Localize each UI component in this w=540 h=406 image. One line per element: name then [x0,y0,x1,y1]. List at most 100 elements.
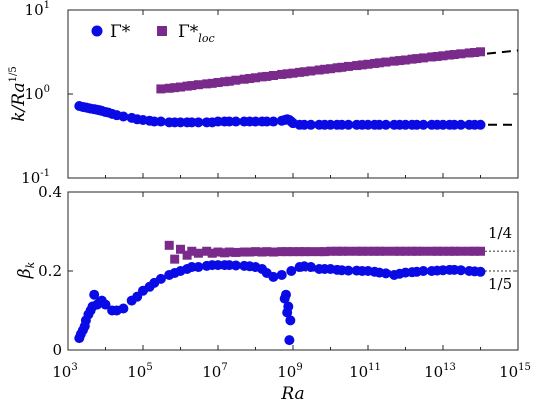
bottom-point-gamma-loc [352,246,362,256]
x-tick-label: 109 [277,362,302,381]
bottom-point-gamma-loc [268,247,278,257]
top-point-gamma-loc [231,75,241,85]
top-point-gamma-loc [381,57,391,67]
bottom-point-gamma-loc [401,246,410,256]
bottom-point-gamma-loc [295,247,305,257]
bottom-point-gamma-loc [288,247,298,257]
bottom-point-gamma-loc [257,247,267,257]
top-axis-ticks: 10-1 100 101 [21,0,519,187]
top-point-gamma-loc [288,68,298,78]
x-tick-label: 1013 [424,362,456,381]
top-point-gamma-loc [295,67,305,77]
bottom-point-gamma-loc [282,247,292,257]
bottom-point-gamma-loc [202,246,212,256]
top-point-gamma-loc [245,73,255,83]
bottom-point-gamma-loc [456,246,466,256]
bottom-point-gamma [286,266,297,276]
top-point-gamma-loc [476,47,485,57]
top-point-gamma-loc [395,56,405,66]
x-axis-label: Ra [280,384,304,404]
legend-label-gamma-loc: Γ*loc [178,22,215,45]
top-point-gamma-loc [352,61,362,71]
legend: Γ* Γ*loc [91,22,215,45]
bottom-point-gamma-loc [207,248,217,258]
top-point-gamma-loc [407,54,417,64]
bottom-point-gamma-loc [343,246,353,256]
legend-marker-gamma [91,25,103,37]
top-point-gamma-loc [164,83,174,93]
top-point-gamma-loc [239,74,249,84]
top-point-gamma-loc [374,58,384,68]
top-point-gamma [305,119,316,130]
top-point-gamma-loc [337,62,347,72]
bottom-point-gamma [455,265,466,276]
x-tick-label: 107 [202,362,227,381]
bottom-point-gamma [284,335,295,346]
bottom-point-gamma [380,268,391,279]
bottom-point-gamma-loc [363,246,373,256]
bottom-point-gamma [100,299,111,310]
top-point-gamma-loc [213,78,223,88]
top-point-gamma-loc [343,61,353,71]
ref-label-quarter: 1/4 [488,224,512,242]
top-point-gamma-loc [202,79,212,89]
bottom-point-gamma-loc [407,246,417,256]
top-y-tick-label: 100 [25,84,50,103]
top-point-gamma-loc [156,84,166,94]
top-point-gamma-loc [257,72,267,82]
top-point-gamma-loc [401,55,410,65]
bottom-point-gamma [276,269,287,280]
top-y-tick-label: 101 [25,0,50,19]
bottom-point-gamma-loc [220,248,230,258]
top-point-gamma-loc [418,53,428,63]
top-point-gamma-loc [187,81,197,91]
top-point-gamma-loc [176,82,185,92]
bottom-point-gamma-loc [464,246,474,256]
top-data-points [74,47,486,130]
top-point-gamma-loc [363,59,373,69]
bottom-point-gamma-loc [239,247,249,257]
top-point-gamma [193,117,204,128]
bottom-point-gamma-loc [251,247,260,257]
bottom-axis-ticks: 103 105 107 109 1011 1013 1015 0 0.2 0.4 [38,183,531,381]
bottom-point-gamma-loc [412,246,422,256]
top-point-gamma-loc [332,63,342,73]
bottom-point-gamma-loc [245,247,255,257]
bottom-y-tick-label: 0.4 [38,183,62,201]
top-point-gamma-loc [282,69,292,79]
top-point-gamma-loc [432,51,442,61]
top-point-gamma-loc [224,76,234,86]
bottom-point-gamma-loc [277,247,287,257]
top-point-gamma-loc [464,48,474,58]
bottom-point-gamma-loc [262,247,272,257]
top-point-gamma-loc [182,81,192,91]
top-panel: 10-1 100 101 k/Ra1/5 Γ* Γ*loc [8,0,519,187]
top-point-gamma [268,116,279,127]
top-point-gamma-loc [220,77,230,87]
top-point-gamma-loc [427,52,437,62]
top-point-gamma-loc [412,54,422,64]
top-point-gamma-loc [449,50,459,60]
top-point-gamma-loc [370,58,380,68]
bottom-point-gamma [89,289,100,300]
top-point-gamma-loc [470,47,480,57]
bottom-point-gamma [118,303,129,314]
bottom-y-axis-label: βk [15,261,37,279]
bottom-point-gamma-loc [314,247,324,257]
bottom-point-gamma [283,301,294,312]
bottom-point-gamma [418,266,429,276]
top-y-tick-label: 10-1 [21,168,50,187]
top-point-gamma [380,119,391,130]
x-tick-label: 1011 [349,362,381,381]
top-point-gamma-loc [262,71,272,81]
bottom-point-gamma-loc [438,246,448,256]
top-point-gamma [418,119,429,130]
bottom-point-gamma-loc [193,248,203,258]
bottom-point-gamma-loc [187,246,197,256]
bottom-data-points [74,240,486,346]
bottom-point-gamma-loc [182,250,192,260]
top-point-gamma [230,116,241,127]
bottom-point-gamma-loc [164,240,174,250]
bottom-point-gamma-loc [449,246,459,256]
